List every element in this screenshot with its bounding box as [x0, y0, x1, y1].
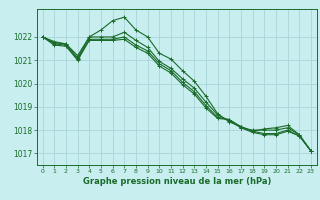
X-axis label: Graphe pression niveau de la mer (hPa): Graphe pression niveau de la mer (hPa): [83, 177, 271, 186]
